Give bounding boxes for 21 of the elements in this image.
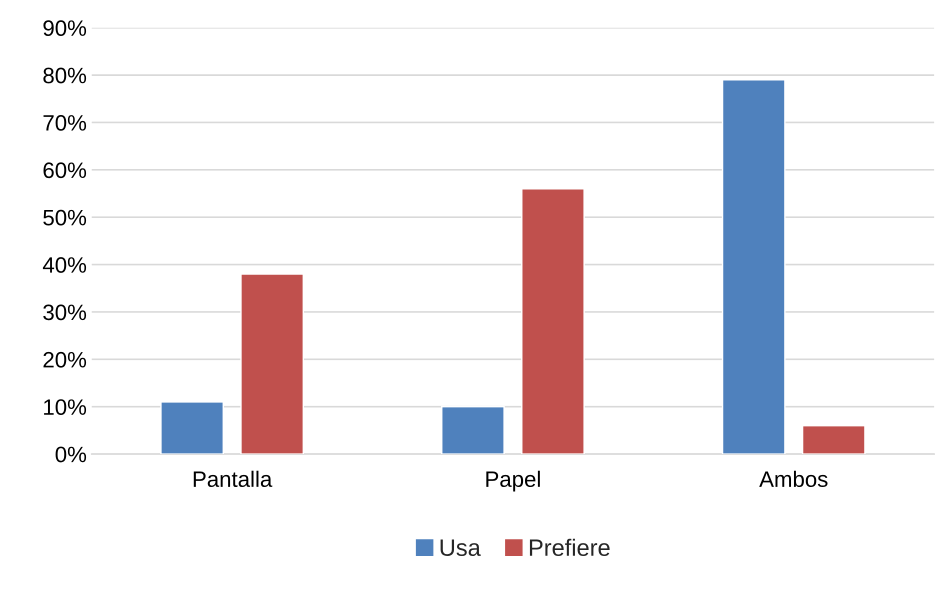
x-tick-label: Ambos: [759, 470, 828, 488]
y-tick-label: 30%: [43, 304, 86, 320]
bar: [521, 188, 585, 454]
y-tick-label: 40%: [42, 257, 86, 273]
bar: [441, 406, 505, 454]
x-tick-label: Pantalla: [194, 470, 272, 488]
y-tick-label: 90%: [43, 20, 86, 36]
bar: [160, 401, 224, 454]
y-tick-label: 60%: [44, 162, 86, 178]
legend-label: Usa: [440, 540, 481, 556]
bar: [240, 273, 304, 454]
bar: [722, 79, 786, 454]
legend-label: Prefiere: [530, 538, 610, 556]
bar: [802, 424, 866, 454]
y-tick-label: 20%: [44, 352, 86, 368]
y-tick-label: 50%: [43, 210, 86, 226]
y-tick-label: 80%: [43, 68, 86, 84]
y-tick-label: 70%: [44, 115, 86, 131]
y-tick-label: 0%: [56, 446, 86, 462]
y-tick-label: 10%: [44, 399, 86, 415]
x-tick-label: Papel: [486, 470, 540, 492]
